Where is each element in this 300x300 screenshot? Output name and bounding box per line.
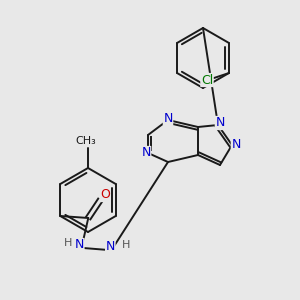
Text: H: H (122, 240, 130, 250)
Text: H: H (64, 238, 73, 248)
Text: N: N (141, 146, 151, 160)
Text: N: N (215, 116, 225, 130)
Text: N: N (231, 139, 241, 152)
Text: O: O (100, 188, 110, 202)
Text: N: N (106, 241, 115, 254)
Text: Cl: Cl (201, 74, 213, 86)
Text: CH₃: CH₃ (76, 136, 96, 146)
Text: N: N (163, 112, 173, 124)
Text: N: N (75, 238, 84, 251)
